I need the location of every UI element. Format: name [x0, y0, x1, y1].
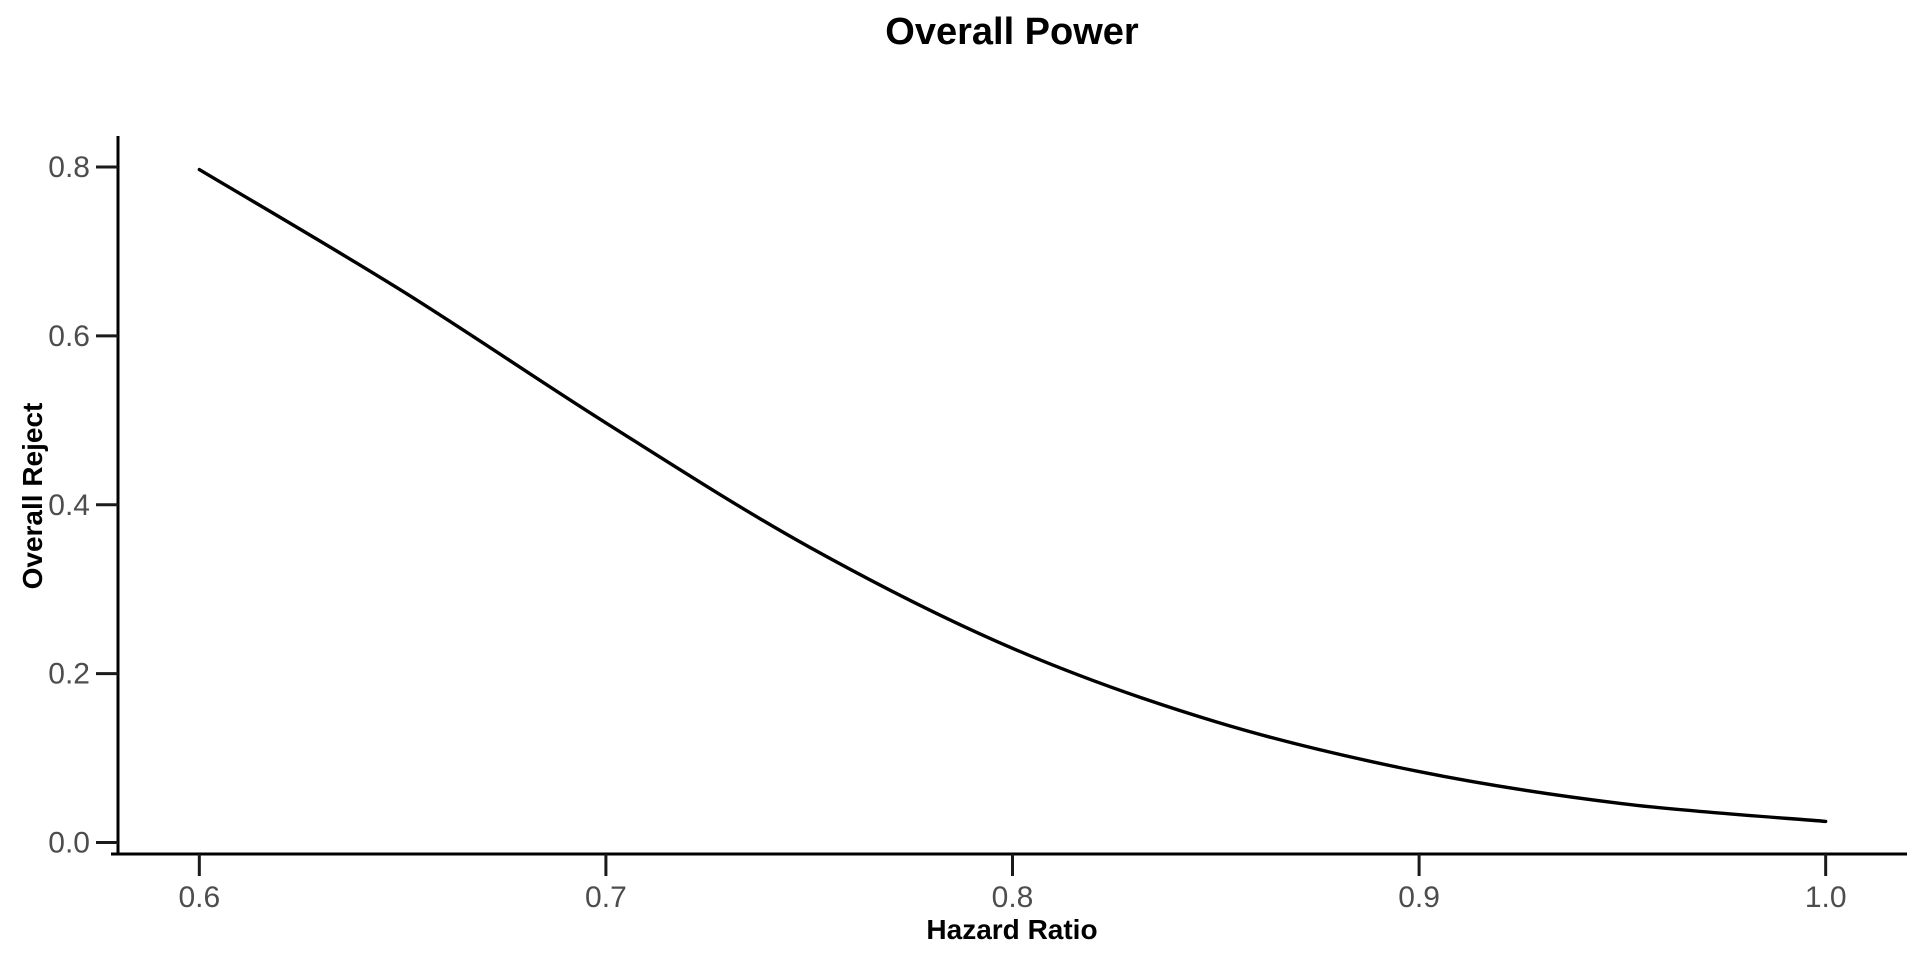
y-tick-label: 0.4 [48, 489, 90, 522]
x-tick-label: 0.8 [992, 881, 1034, 914]
y-axis-title: Overall Reject [17, 403, 48, 590]
y-tick-label: 0.8 [48, 151, 90, 184]
y-tick-label: 0.0 [48, 827, 90, 860]
y-axis-ticks: 0.0 0.2 0.4 0.6 0.8 [48, 151, 118, 860]
chart-title: Overall Power [885, 11, 1139, 53]
y-tick-label: 0.2 [48, 658, 90, 691]
x-tick-label: 0.9 [1398, 881, 1440, 914]
power-curve-line [197, 167, 1828, 824]
x-axis-title: Hazard Ratio [926, 914, 1097, 945]
y-tick-label: 0.6 [48, 320, 90, 353]
y-axis: 0.0 0.2 0.4 0.6 0.8 Overall Reject [17, 136, 120, 860]
x-axis-ticks: 0.6 0.7 0.8 0.9 1.0 [178, 854, 1847, 914]
x-tick-label: 1.0 [1805, 881, 1847, 914]
x-tick-label: 0.7 [585, 881, 627, 914]
x-tick-label: 0.6 [178, 881, 220, 914]
x-axis: 0.6 0.7 0.8 0.9 1.0 Hazard Ratio [111, 852, 1907, 945]
